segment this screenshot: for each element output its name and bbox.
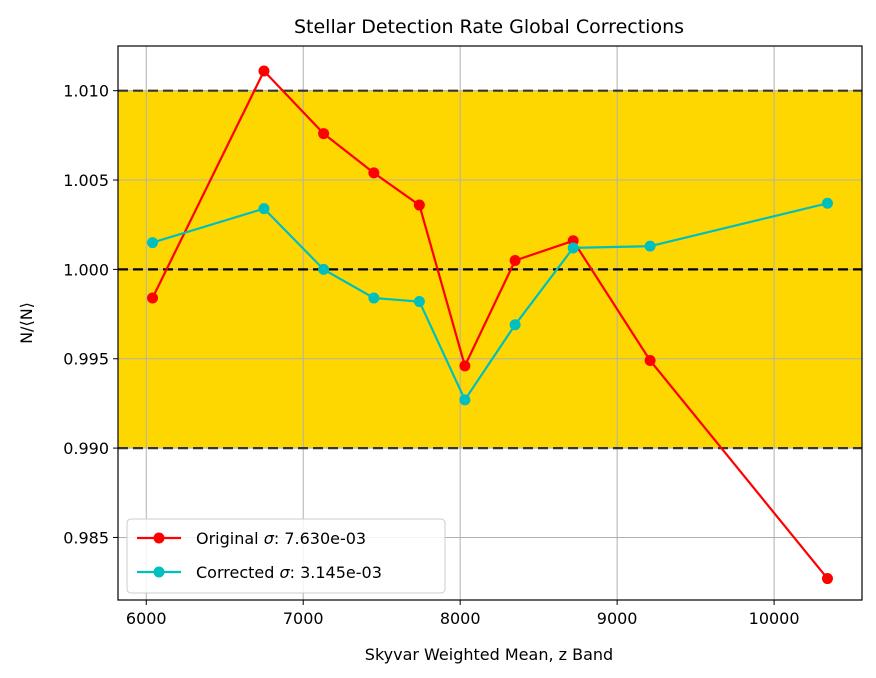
data-point: [318, 263, 330, 275]
chart-title: Stellar Detection Rate Global Correction…: [294, 16, 684, 38]
legend-marker-original: [153, 532, 165, 544]
data-point: [368, 292, 380, 304]
series-1: [147, 197, 833, 406]
y-tick-label: 1.010: [63, 82, 109, 101]
data-point: [147, 237, 159, 249]
y-axis-title: N/⟨N⟩: [17, 302, 36, 344]
legend-label-original: Original σ: 7.630e-03: [196, 529, 366, 548]
x-tick-label: 7000: [283, 609, 324, 628]
series-0: [147, 65, 833, 585]
data-point: [644, 240, 656, 252]
legend-label-corrected-value: : 3.145e-03: [290, 563, 382, 582]
y-tick-label: 0.995: [63, 350, 109, 369]
data-point: [258, 65, 270, 77]
data-point: [459, 360, 471, 372]
x-tick-label: 6000: [126, 609, 167, 628]
data-point: [821, 573, 833, 585]
legend-entry-corrected: Corrected σ: 3.145e-03: [137, 563, 382, 582]
data-point: [821, 197, 833, 209]
axes-border: [117, 45, 863, 601]
legend-label-corrected-sigma: σ: [279, 563, 290, 582]
axes-frame: [117, 45, 863, 601]
series-layer: [147, 65, 833, 585]
legend-marker-corrected: [153, 566, 165, 578]
y-tick-label: 0.985: [63, 528, 109, 547]
x-tick-label: 10000: [749, 609, 800, 628]
legend-entry-original: Original σ: 7.630e-03: [137, 529, 366, 548]
y-tick-label: 1.000: [63, 260, 109, 279]
data-point: [413, 296, 425, 308]
data-point: [459, 394, 471, 406]
reference-lines: [118, 89, 862, 450]
data-point: [413, 199, 425, 211]
y-axis: 0.985 0.990 0.995 1.000 1.005 1.010: [63, 82, 118, 547]
legend-label-original-sigma: σ: [264, 529, 275, 548]
y-tick-label: 0.990: [63, 439, 109, 458]
data-point: [258, 203, 270, 215]
data-point: [509, 319, 521, 331]
x-tick-label: 9000: [597, 609, 638, 628]
data-point: [147, 292, 159, 304]
legend-label-original-prefix: Original: [196, 529, 264, 548]
legend-label-corrected-prefix: Corrected: [196, 563, 279, 582]
data-point: [567, 242, 579, 254]
data-point: [509, 254, 521, 266]
legend-box: [126, 518, 446, 594]
x-tick-label: 8000: [440, 609, 481, 628]
series-line: [152, 202, 828, 401]
data-point: [368, 167, 380, 179]
series-line: [151, 69, 829, 580]
data-point: [318, 128, 330, 140]
legend-label-corrected: Corrected σ: 3.145e-03: [196, 563, 382, 582]
x-axis-title: Skyvar Weighted Mean, z Band: [365, 645, 613, 664]
legend-label-original-value: : 7.630e-03: [274, 529, 366, 548]
x-axis: 6000 7000 8000 9000 10000: [126, 600, 800, 628]
data-point: [644, 355, 656, 367]
y-tick-label: 1.005: [63, 171, 109, 190]
legend: Original σ: 7.630e-03 Corrected σ: 3.145…: [126, 518, 446, 594]
